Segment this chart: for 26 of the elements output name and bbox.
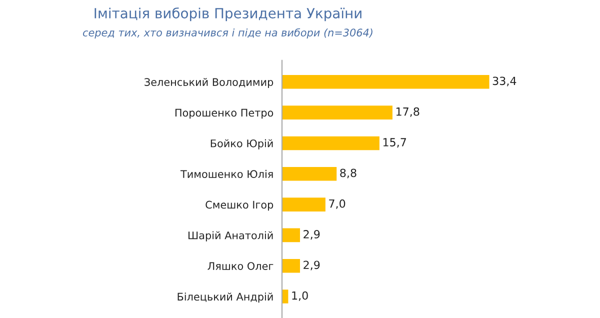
data-label: 2,9 (304, 260, 320, 270)
bar (282, 258, 300, 273)
y-tick-label: Білецький Андрій (178, 292, 273, 303)
y-tick-label: Тимошенко Юлія (180, 170, 273, 178)
bar (282, 290, 288, 304)
bar (282, 74, 490, 89)
data-label: 2,9 (304, 230, 320, 240)
bar (282, 166, 337, 181)
data-label: 17,8 (396, 107, 420, 117)
y-tick-label: Смешко Ігор (206, 200, 274, 211)
bar (282, 106, 392, 120)
bar (282, 198, 326, 212)
data-label: 33,4 (492, 76, 516, 86)
data-label: 1,0 (292, 291, 308, 301)
data-label: 7,0 (329, 199, 346, 209)
chart-subtitle: серед тих, хто визначився і піде на вибори (n=3064) (83, 28, 372, 39)
data-label: 15,7 (383, 138, 406, 148)
data-label: 8,8 (340, 168, 356, 178)
bar (282, 228, 300, 242)
y-tick-label: Шарій Анатолій (188, 231, 273, 242)
y-tick-label: Порошенко Петро (175, 108, 274, 119)
chart-title: Імітація виборів Президента України (94, 7, 362, 22)
y-tick-label: Бойко Юрій (210, 139, 273, 150)
y-tick-label: Ляшко Олег (208, 262, 274, 270)
bar (282, 136, 380, 150)
y-tick-label: Зеленський Володимир (144, 78, 274, 88)
